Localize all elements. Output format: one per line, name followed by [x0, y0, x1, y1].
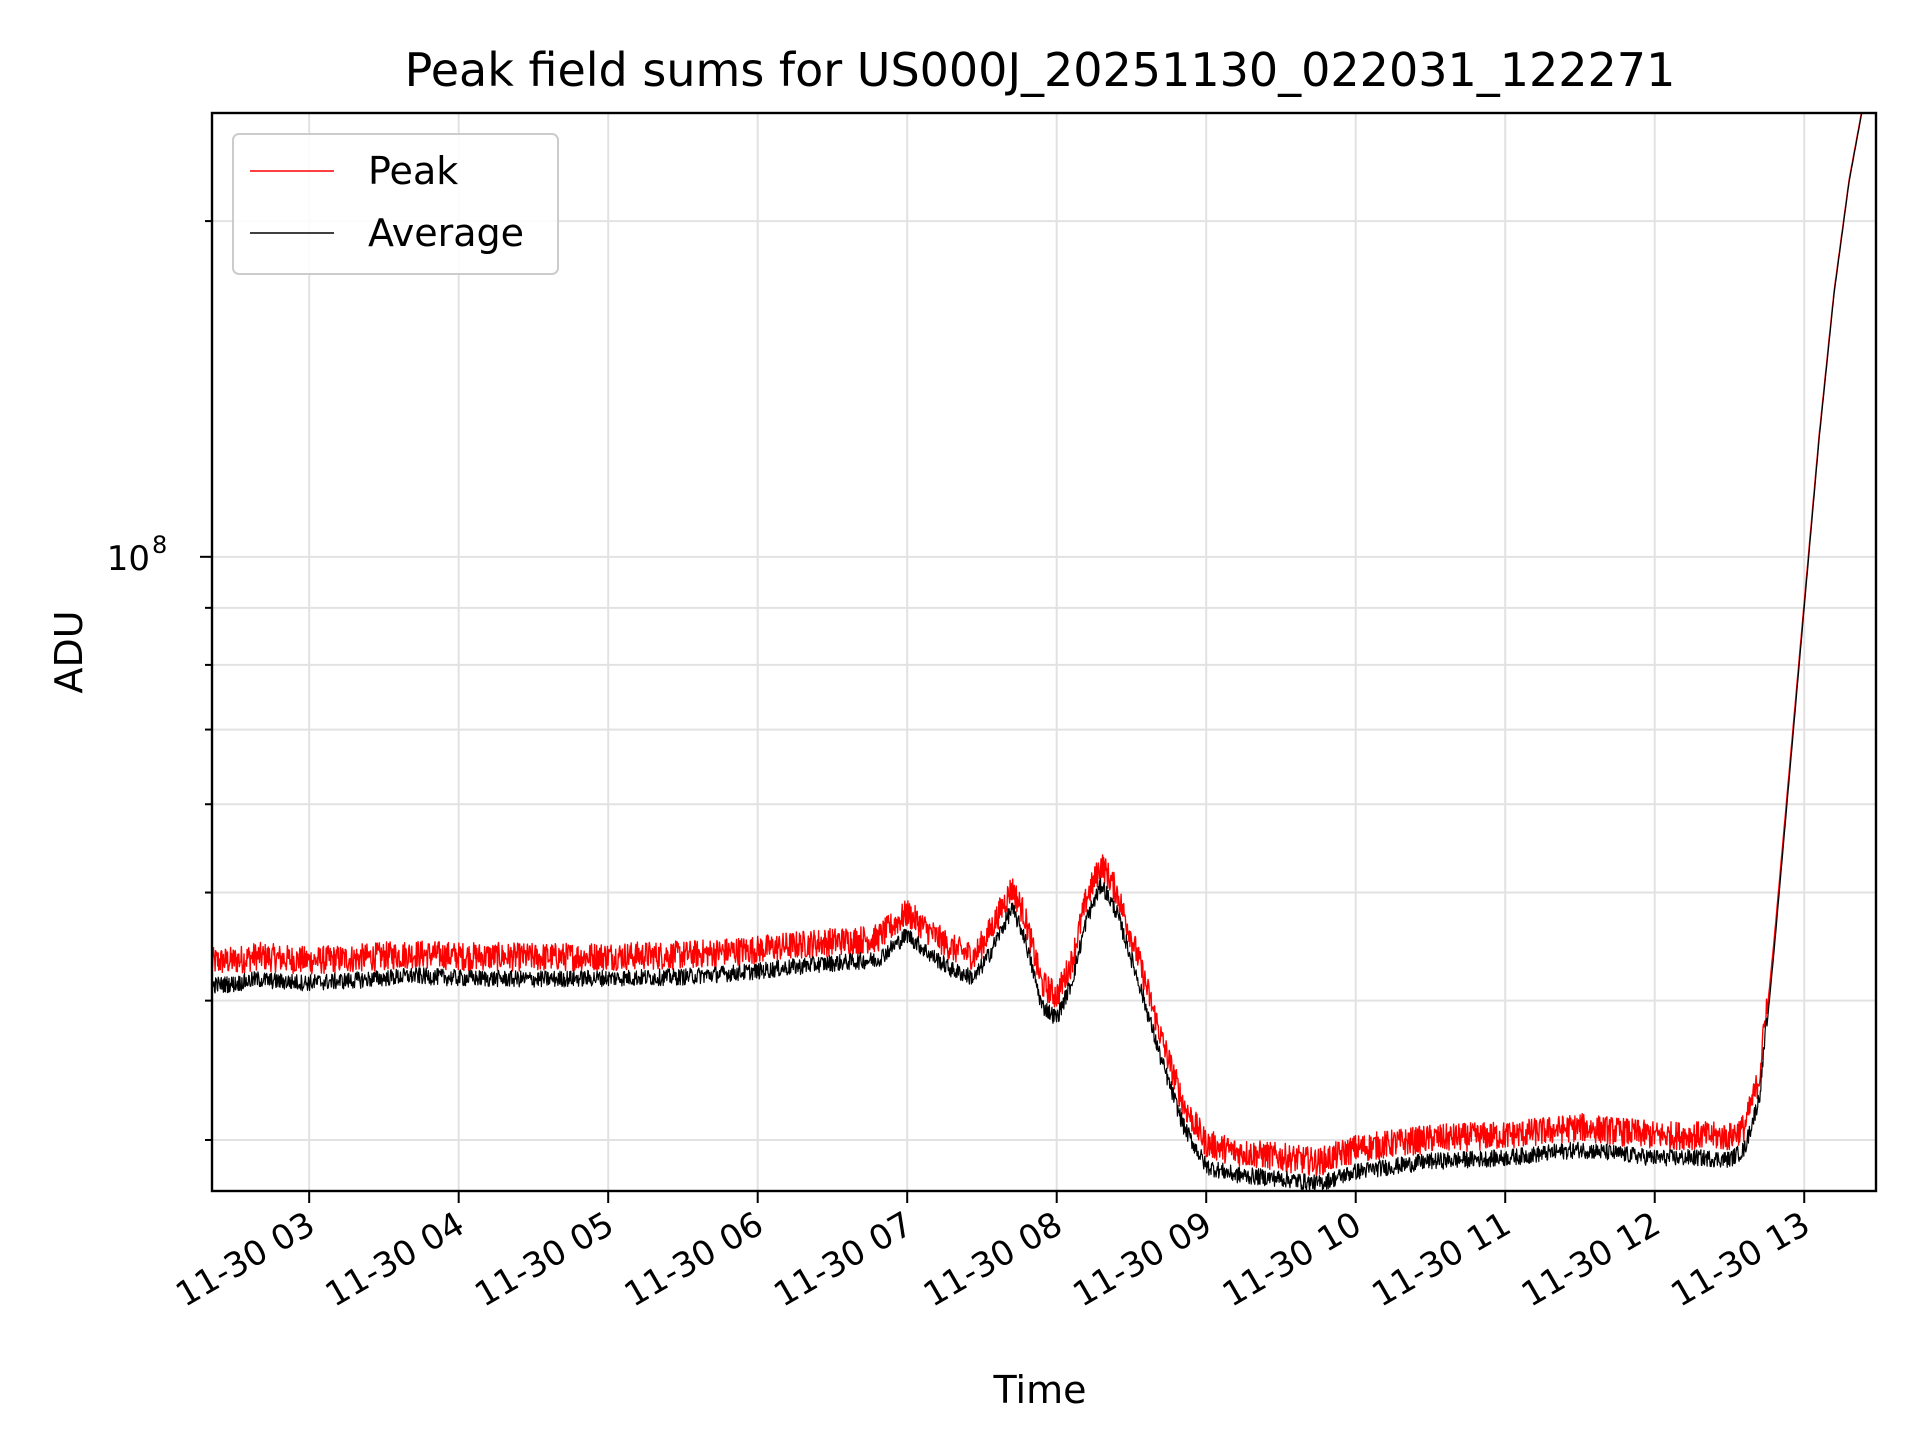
legend-label-average: Average [368, 211, 524, 255]
chart-title: Peak field sums for US000J_20251130_0220… [405, 43, 1676, 97]
y-tick-label-exponent: 8 [152, 531, 167, 559]
legend-label-peak: Peak [368, 149, 458, 193]
grid-layer [212, 113, 1876, 1191]
series-line-peak [212, 113, 1863, 1177]
series-layer [212, 113, 1863, 1191]
legend-box [232, 133, 559, 275]
y-tick-label-base: 10 [107, 539, 150, 579]
x-axis-label: Time [993, 1368, 1087, 1412]
y-axis-label: ADU [47, 610, 91, 693]
plot-frame [210, 111, 1878, 1193]
y-axis-ticks: 10 8 [107, 220, 212, 1141]
legend: Peak Average [232, 133, 559, 275]
series-line-average [212, 113, 1863, 1191]
